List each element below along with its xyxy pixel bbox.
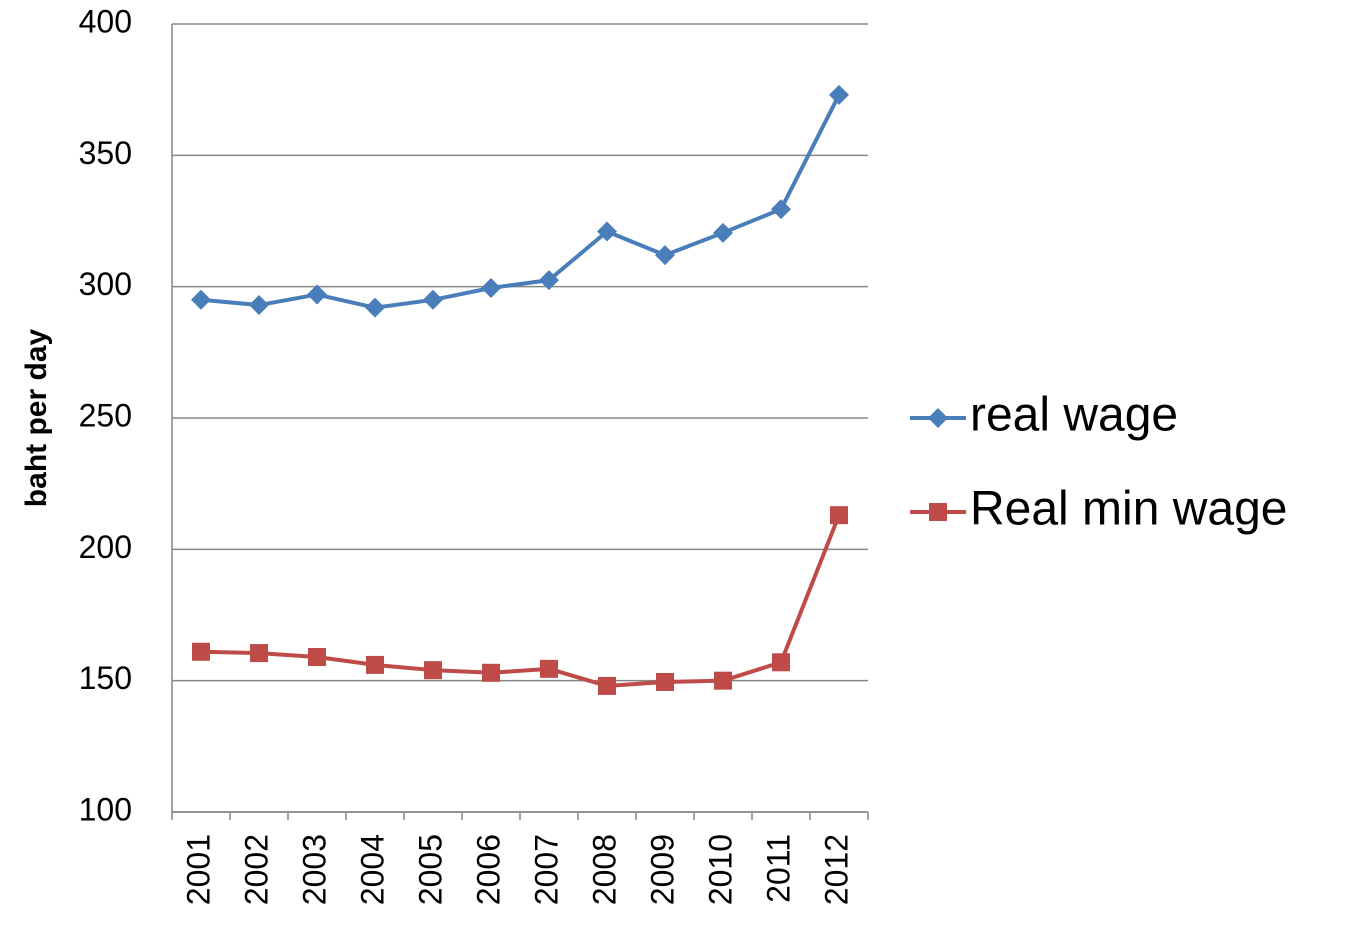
x-tick-label: 2005	[412, 834, 448, 905]
data-point	[307, 284, 327, 305]
y-tick-label: 400	[79, 3, 132, 39]
legend-marker	[929, 503, 947, 521]
data-point	[366, 655, 384, 674]
x-tick-label: 2006	[470, 834, 506, 905]
x-tick-label: 2008	[586, 834, 622, 905]
x-tick-label: 2011	[760, 834, 796, 903]
data-point	[481, 277, 501, 298]
data-point	[656, 672, 674, 691]
y-tick-label: 250	[79, 397, 132, 433]
y-axis-label: baht per day	[20, 328, 53, 507]
data-point	[655, 245, 675, 266]
x-tick-label: 2004	[354, 834, 390, 905]
data-point	[308, 648, 326, 667]
y-tick-label: 300	[79, 266, 132, 302]
x-tick-label: 2010	[702, 834, 738, 905]
data-point	[424, 661, 442, 680]
data-point	[539, 270, 559, 291]
y-tick-label: 100	[79, 791, 132, 827]
data-point	[829, 84, 849, 105]
x-tick-label: 2009	[644, 834, 680, 905]
data-point	[482, 663, 500, 682]
x-tick-label: 2007	[528, 834, 564, 905]
data-point	[192, 642, 210, 661]
data-point	[714, 671, 732, 690]
data-point	[597, 221, 617, 242]
x-tick-label: 2003	[296, 834, 332, 905]
data-point	[365, 297, 385, 318]
data-point	[423, 289, 443, 310]
x-tick-label: 2001	[180, 834, 216, 905]
data-point	[540, 659, 558, 678]
y-tick-label: 200	[79, 529, 132, 565]
legend-label: Real min wage	[970, 483, 1287, 536]
y-tick-label: 350	[79, 135, 132, 171]
data-point	[830, 506, 848, 525]
data-point	[772, 653, 790, 672]
data-point	[713, 222, 733, 243]
y-tick-label: 150	[79, 660, 132, 696]
data-point	[771, 199, 791, 220]
legend-marker	[928, 408, 948, 428]
legend-label: real wage	[970, 389, 1178, 442]
data-point	[191, 289, 211, 310]
data-point	[249, 295, 269, 316]
data-point	[250, 644, 268, 663]
series-line	[200, 514, 841, 688]
series-line	[200, 94, 841, 310]
x-tick-label: 2002	[238, 834, 274, 905]
data-point	[598, 676, 616, 695]
x-tick-label: 2012	[818, 834, 854, 905]
